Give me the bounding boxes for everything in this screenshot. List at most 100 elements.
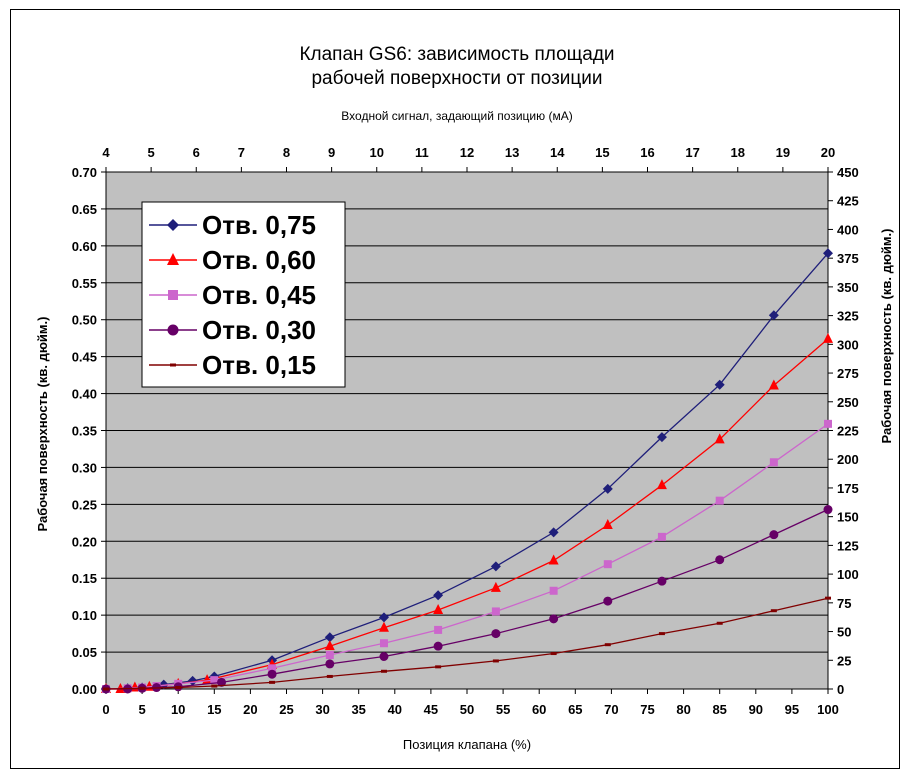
x-tick-label: 95 — [785, 702, 799, 717]
x-tick-label: 35 — [351, 702, 365, 717]
top-tick-label: 8 — [283, 145, 290, 160]
x-tick-label: 50 — [460, 702, 474, 717]
y-left-tick-label: 0.50 — [72, 313, 97, 328]
y-right-tick-label: 250 — [837, 395, 859, 410]
data-point — [210, 676, 219, 685]
top-tick-label: 17 — [685, 145, 699, 160]
top-tick-label: 5 — [148, 145, 155, 160]
data-point — [548, 527, 559, 538]
y-right-tick-label: 325 — [837, 309, 859, 324]
data-point — [324, 640, 335, 651]
data-point — [602, 519, 613, 530]
data-point — [217, 677, 227, 687]
data-point — [714, 433, 725, 444]
y-right-tick-label: 200 — [837, 452, 859, 467]
top-tick-label: 9 — [328, 145, 335, 160]
y-right-tick-label: 25 — [837, 653, 851, 668]
data-point — [433, 641, 443, 651]
data-point — [769, 530, 779, 540]
top-tick-label: 11 — [415, 145, 429, 160]
x-tick-label: 85 — [712, 702, 726, 717]
data-point — [823, 248, 833, 259]
data-point — [768, 379, 779, 390]
top-tick-label: 4 — [102, 145, 110, 160]
y-right-tick-label: 75 — [837, 596, 851, 611]
data-point — [603, 596, 613, 606]
y-left-tick-label: 0.10 — [72, 608, 97, 623]
y-right-tick-label: 425 — [837, 194, 859, 209]
data-point — [550, 652, 557, 656]
data-point — [548, 554, 559, 565]
x-tick-label: 5 — [138, 702, 145, 717]
y-right-tick-label: 450 — [837, 165, 859, 180]
data-point — [435, 665, 442, 669]
data-point — [378, 612, 389, 623]
data-point — [433, 590, 444, 601]
y-left-tick-label: 0.70 — [72, 165, 97, 180]
y-right-tick-label: 350 — [837, 280, 859, 295]
series-lines — [101, 248, 833, 694]
x-tick-label: 60 — [532, 702, 546, 717]
data-point — [768, 310, 779, 321]
y-left-tick-label: 0.20 — [72, 534, 97, 549]
chart-title-line-1: Клапан GS6: зависимость площади — [299, 44, 614, 65]
y-right-tick-label: 375 — [837, 251, 859, 266]
x-tick-label: 10 — [171, 702, 185, 717]
data-point — [490, 561, 501, 572]
data-point — [491, 607, 500, 616]
y-left-tick-label: 0.05 — [72, 645, 97, 660]
top-tick-label: 19 — [776, 145, 790, 160]
data-point — [549, 614, 559, 624]
data-point — [823, 505, 833, 515]
data-point — [380, 669, 387, 673]
x-tick-label: 90 — [749, 702, 763, 717]
x-tick-label: 40 — [388, 702, 402, 717]
top-tick-label: 14 — [550, 145, 565, 160]
data-point — [657, 576, 667, 586]
x-tick-label: 25 — [279, 702, 293, 717]
x-tick-label: 55 — [496, 702, 510, 717]
data-point — [657, 532, 666, 541]
y-left-tick-label: 0.35 — [72, 424, 97, 439]
legend-label: Отв. 0,75 — [202, 210, 316, 240]
top-axis-label: Входной сигнал, задающий позицию (мА) — [341, 109, 572, 123]
y-left-tick-label: 0.00 — [72, 682, 97, 697]
data-point — [434, 625, 443, 634]
y-left-tick-label: 0.65 — [72, 202, 97, 217]
data-point — [490, 581, 501, 592]
x-tick-label: 30 — [315, 702, 329, 717]
data-point — [492, 659, 499, 663]
data-point — [269, 680, 276, 684]
data-point — [491, 629, 501, 639]
data-point — [324, 632, 335, 643]
data-point — [716, 621, 723, 625]
data-point — [769, 458, 778, 467]
x-tick-label: 20 — [243, 702, 257, 717]
y-axis-left-label: Рабочая поверхность (кв. дюйм.) — [35, 317, 50, 532]
legend: Отв. 0,75 Отв. 0,60 Отв. 0,45 Отв. 0,30 Отв.… — [141, 201, 346, 388]
x-tick-label: 45 — [424, 702, 438, 717]
chart-title: Клапан GS6: зависимость площади рабочей … — [299, 44, 614, 89]
y-left-tick-label: 0.60 — [72, 239, 97, 254]
data-point — [603, 560, 612, 569]
legend-label: Отв. 0,15 — [202, 350, 316, 380]
y-right-tick-label: 225 — [837, 424, 859, 439]
data-point — [170, 363, 176, 367]
y-left-tick-label: 0.25 — [72, 497, 97, 512]
y-right-tick-label: 50 — [837, 625, 851, 640]
data-point — [602, 483, 613, 494]
top-tick-label: 10 — [370, 145, 384, 160]
x-axis-label: Позиция клапана (%) — [403, 737, 531, 752]
y-left-tick-label: 0.45 — [72, 350, 97, 365]
y-right-tick-label: 125 — [837, 538, 859, 553]
tick-labels: 0 5 10 15 20 25 30 35 40 45 50 55 60 65 70 75 80 85 90 95 10… — [72, 145, 859, 717]
y-left-tick-label: 0.55 — [72, 276, 97, 291]
data-point — [187, 675, 198, 686]
data-point — [326, 674, 333, 678]
x-tick-label: 65 — [568, 702, 582, 717]
data-point — [211, 684, 218, 688]
data-point — [656, 479, 667, 490]
y-left-tick-label: 0.30 — [72, 460, 97, 475]
data-point — [167, 219, 179, 231]
data-point — [658, 632, 665, 636]
